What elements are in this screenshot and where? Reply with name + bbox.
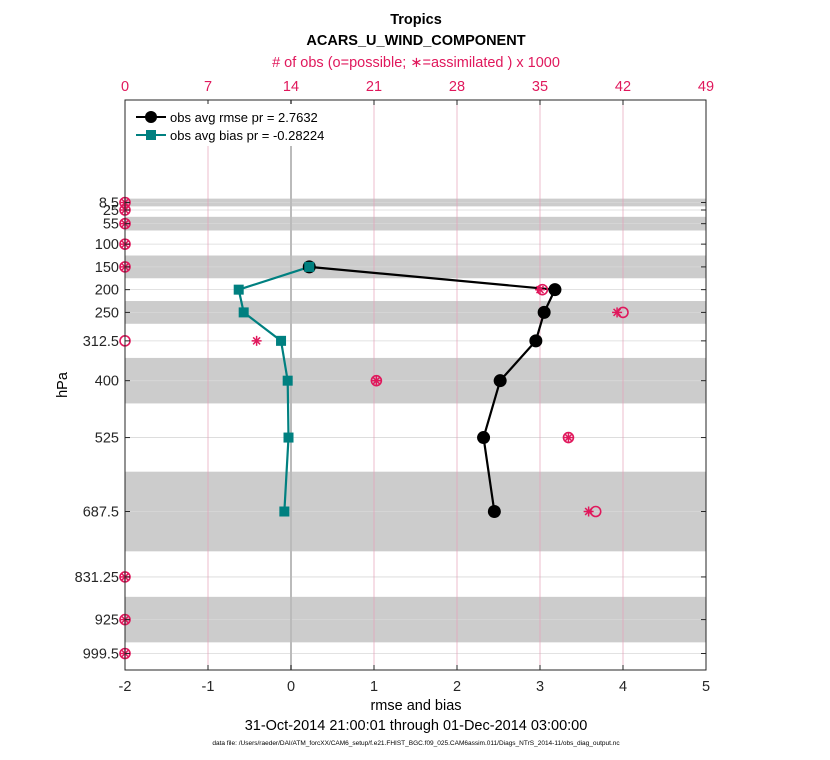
bias-point-6 xyxy=(279,506,290,517)
obs-assimilated-7 xyxy=(251,335,262,346)
x-tick-label-4: 2 xyxy=(453,679,461,695)
plot-frame xyxy=(124,99,707,671)
obs-assimilated-stroke xyxy=(584,507,593,516)
data-markers xyxy=(233,260,562,519)
rmse-point-2 xyxy=(537,305,551,319)
top-axis-label: # of obs (o=possible; ∗=assimilated ) x … xyxy=(272,55,560,71)
top-tick-label-4: 28 xyxy=(449,79,465,95)
top-tick-label-2: 14 xyxy=(283,79,299,95)
bias-point-0 xyxy=(304,261,315,272)
obs-assimilated-5 xyxy=(535,284,545,295)
top-tick-label-3: 21 xyxy=(366,79,382,95)
rmse-point-5 xyxy=(477,431,491,445)
chart-subtitle: ACARS_U_WIND_COMPONENT xyxy=(306,33,525,49)
y-tick-label-8: 400 xyxy=(95,374,119,390)
y-tick-label-6: 250 xyxy=(95,305,119,321)
y-tick-label-3: 100 xyxy=(95,237,119,253)
rmse-point-4 xyxy=(493,374,507,388)
date-range: 31-Oct-2014 21:00:01 through 01-Dec-2014… xyxy=(245,718,588,734)
bias-point-2 xyxy=(238,307,249,318)
legend: obs avg rmse pr = 2.7632 obs avg bias pr… xyxy=(129,104,359,146)
y-tick-label-12: 925 xyxy=(95,613,119,629)
legend-bias-marker xyxy=(146,130,156,140)
obs-assimilated-stroke xyxy=(535,285,545,294)
axis-ticks xyxy=(124,100,707,670)
bias-point-1 xyxy=(233,284,244,295)
x-axis-label: rmse and bias xyxy=(370,698,461,714)
obs-assimilated-6 xyxy=(612,307,623,318)
obs-assimilated-8 xyxy=(371,375,382,386)
top-tick-label-5: 35 xyxy=(532,79,548,95)
legend-box xyxy=(129,104,359,146)
y-tick-label-13: 999.5 xyxy=(83,647,119,663)
x-tick-label-3: 1 xyxy=(370,679,378,695)
y-tick-label-2: 55 xyxy=(103,217,119,233)
x-tick-label-0: -2 xyxy=(119,679,132,695)
top-tick-label-6: 42 xyxy=(615,79,631,95)
x-tick-label-5: 3 xyxy=(536,679,544,695)
rmse-point-3 xyxy=(529,334,543,348)
obs-assimilated-stroke xyxy=(252,336,261,345)
top-tick-label-0: 0 xyxy=(121,79,129,95)
x-tick-label-1: -1 xyxy=(202,679,215,695)
y-tick-label-7: 312.5 xyxy=(83,334,119,350)
bias-point-4 xyxy=(282,375,293,386)
bias-point-3 xyxy=(276,335,287,346)
obs-assimilated-stroke xyxy=(372,376,381,385)
y-tick-label-4: 150 xyxy=(95,260,119,276)
obs-assimilated-stroke xyxy=(564,433,573,442)
obs-assimilated-10 xyxy=(583,506,594,517)
y-tick-label-11: 831.25 xyxy=(75,570,119,586)
x-tick-label-6: 4 xyxy=(619,679,627,695)
top-tick-label-7: 49 xyxy=(698,79,714,95)
y-tick-label-1: 25 xyxy=(103,203,119,219)
y-tick-label-9: 525 xyxy=(95,431,119,447)
chart-title: Tropics xyxy=(390,12,442,28)
x-tick-label-2: 0 xyxy=(287,679,295,695)
bias-point-5 xyxy=(283,432,294,443)
data-file-note: data file: /Users/raeder/DAI/ATM_forcXX/… xyxy=(212,740,620,747)
y-tick-label-0: 8.5 xyxy=(99,196,119,212)
obs-assimilated-stroke xyxy=(613,308,622,317)
x-tick-label-7: 5 xyxy=(702,679,710,695)
top-tick-label-1: 7 xyxy=(204,79,212,95)
y-axis-label: hPa xyxy=(55,371,71,398)
legend-bias-label: obs avg bias pr = -0.28224 xyxy=(170,128,324,143)
legend-rmse-label: obs avg rmse pr = 2.7632 xyxy=(170,110,318,125)
rmse-point-6 xyxy=(487,505,501,519)
rmse-point-1 xyxy=(548,283,562,297)
obs-assimilated-9 xyxy=(563,432,574,443)
y-tick-label-10: 687.5 xyxy=(83,505,119,521)
legend-rmse-marker xyxy=(145,111,157,123)
y-tick-label-5: 200 xyxy=(95,283,119,299)
